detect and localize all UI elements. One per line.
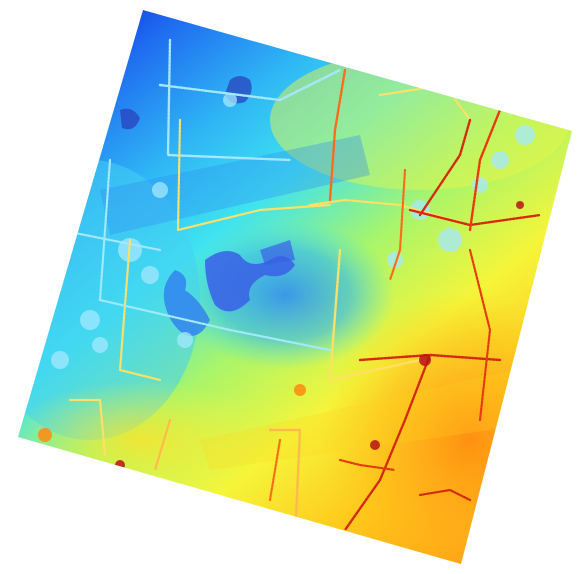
road-w3 <box>118 238 162 382</box>
road-n2 <box>166 38 292 162</box>
road-n3 <box>176 118 332 232</box>
road-hot-7 <box>343 353 432 532</box>
road-hot-10 <box>338 458 397 472</box>
road-hot-9 <box>418 488 472 502</box>
road-w1 <box>98 158 112 302</box>
road-network <box>58 38 472 542</box>
road-hot-1 <box>328 68 347 202</box>
road-hot-5 <box>468 108 502 232</box>
road-c3 <box>328 248 422 382</box>
road-hot-2 <box>418 118 472 217</box>
road-sw2 <box>153 418 172 472</box>
low-pocket-nw <box>120 108 140 130</box>
road-s1 <box>268 428 302 542</box>
road-hot-4 <box>388 168 407 282</box>
road-n1 <box>158 68 342 102</box>
low-pocket-center-east <box>260 240 295 265</box>
road-c2 <box>308 198 472 227</box>
road-hot-11 <box>268 438 282 502</box>
low-pocket-central <box>205 251 295 312</box>
road-sw1 <box>68 398 107 457</box>
road-network-hot <box>268 68 542 532</box>
low-pocket-west <box>163 270 210 336</box>
road-c1 <box>98 298 332 352</box>
wedge-band-1 <box>100 135 370 235</box>
road-hot-8 <box>468 248 492 422</box>
wedge-band-2 <box>200 360 560 470</box>
